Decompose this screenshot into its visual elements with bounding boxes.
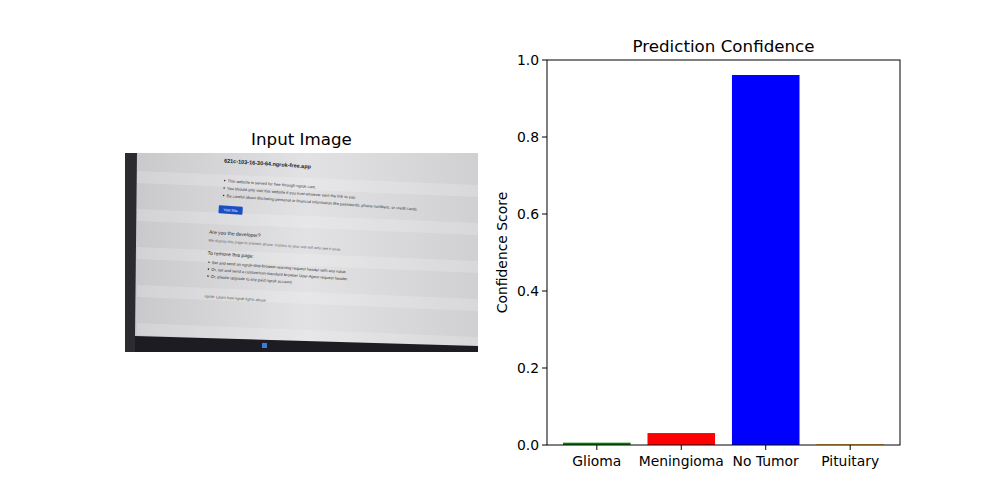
y-axis-label: Confidence Score — [494, 192, 510, 313]
x-tick-label: No Tumor — [733, 453, 800, 469]
bullet-dot — [208, 268, 210, 270]
y-tick — [542, 214, 547, 215]
visit-button — [218, 205, 242, 215]
y-tick — [542, 137, 547, 138]
taskbar — [135, 336, 478, 352]
y-tick-label: 0.8 — [517, 129, 539, 145]
image-title: Input Image — [251, 129, 352, 149]
bullet-dot — [223, 187, 225, 189]
button-text: Visit Site — [223, 208, 237, 213]
footer-text: ngrok: Learn how ngrok fights abuse — [204, 294, 266, 302]
developer-heading: Are you the developer? — [209, 229, 261, 239]
bullet-dot — [207, 275, 209, 277]
x-tick-label: Glioma — [572, 453, 621, 469]
y-tick — [542, 368, 547, 369]
y-tick — [542, 291, 547, 292]
figure: Input Image 621c-103-16-30-64.ngrok-free.… — [0, 0, 1000, 500]
y-tick-label: 0.4 — [517, 283, 539, 299]
x-tick — [850, 445, 851, 450]
remove-step: Or, please upgrade to any paid ngrok acc… — [211, 274, 293, 285]
url-text: 621c-103-16-30-64.ngrok-free.app — [224, 157, 312, 169]
x-tick — [596, 445, 597, 450]
photo-background — [125, 153, 478, 352]
x-tick-label: Meningioma — [639, 453, 724, 469]
developer-note: We display this page to prevent abuse. V… — [208, 239, 341, 252]
y-tick-label: 0.6 — [517, 206, 539, 222]
plot-frame — [547, 60, 900, 445]
bullet-dot — [224, 180, 226, 182]
y-tick-label: 0.2 — [517, 360, 539, 376]
bar — [647, 433, 715, 445]
screen-glare — [137, 209, 478, 235]
y-tick — [542, 445, 547, 446]
x-tick — [765, 445, 766, 450]
taskbar-icon — [262, 343, 267, 348]
x-tick-label: Pituitary — [821, 453, 879, 469]
bullet-text: Be careful about disclosing personal or … — [226, 193, 418, 211]
x-tick — [681, 445, 682, 450]
y-tick — [542, 60, 547, 61]
chart-title: Prediction Confidence — [632, 36, 814, 56]
screen — [135, 153, 478, 348]
remove-heading: To remove this page: — [207, 250, 254, 259]
bullet-dot — [208, 261, 210, 263]
screen-glare — [137, 285, 478, 311]
screen-text: 621c-103-16-30-64.ngrok-free.appThis web… — [204, 157, 420, 313]
input-image: 621c-103-16-30-64.ngrok-free.appThis web… — [125, 153, 478, 352]
bar — [732, 75, 800, 445]
bullet-dot — [223, 195, 225, 197]
y-tick-label: 0.0 — [517, 437, 539, 453]
y-tick-label: 1.0 — [517, 52, 539, 68]
bars — [563, 75, 884, 445]
